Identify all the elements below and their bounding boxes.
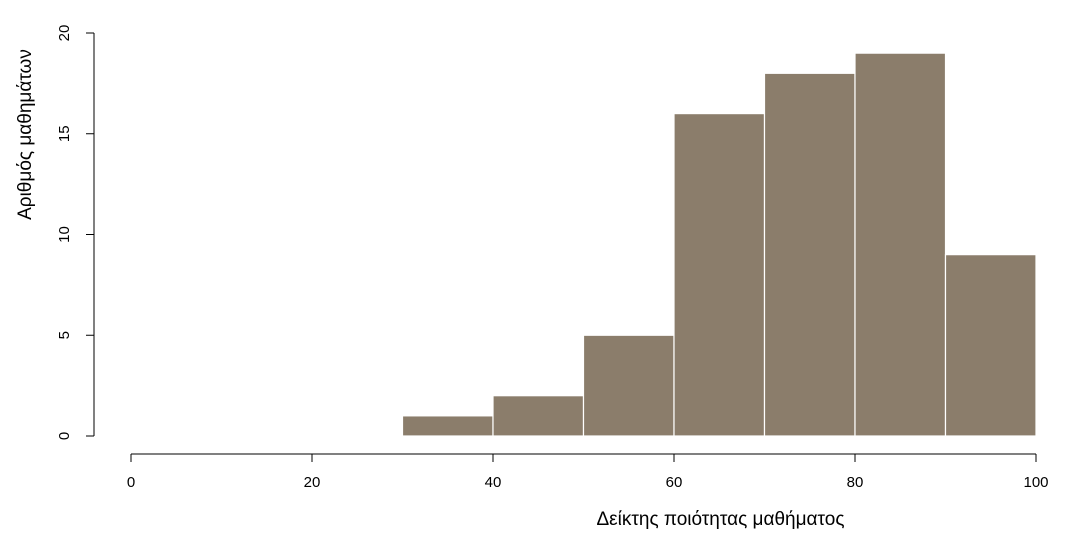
x-tick-label: 40: [485, 474, 502, 491]
histogram-bar-30-40: [401, 415, 494, 437]
histogram-bar-40-50: [492, 395, 585, 437]
histogram-bar-70-80: [763, 72, 856, 437]
x-tick-label: 80: [847, 474, 864, 491]
y-tick-label: 15: [56, 125, 73, 142]
x-tick-label: 100: [1023, 474, 1048, 491]
x-axis-title: Δείκτης ποιότητας μαθήματος: [596, 509, 844, 530]
y-tick-label: 20: [56, 25, 73, 42]
x-axis: 0 20 40 60 80 100: [127, 453, 1049, 491]
y-tick-label: 0: [56, 432, 73, 440]
y-axis: 0 5 10 15 20: [56, 25, 95, 440]
bars-group: [401, 52, 1037, 437]
y-tick-label: 10: [56, 226, 73, 243]
x-tick-label: 60: [666, 474, 683, 491]
histogram-bar-50-60: [582, 334, 675, 437]
histogram-bar-80-90: [854, 52, 947, 437]
histogram-bar-90-100: [944, 254, 1037, 437]
x-tick-label: 0: [127, 474, 135, 491]
y-axis-title: Αριθμός μαθημάτων: [15, 49, 36, 220]
y-tick-label: 5: [56, 331, 73, 339]
x-tick-label: 20: [304, 474, 321, 491]
histogram-bar-60-70: [673, 112, 766, 437]
